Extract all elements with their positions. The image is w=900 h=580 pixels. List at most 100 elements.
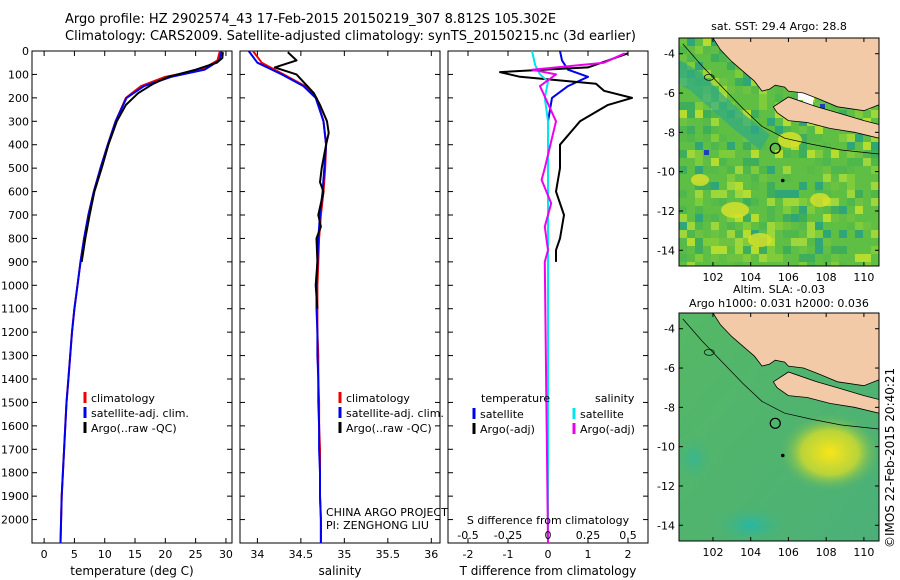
sst-cell: [855, 198, 863, 206]
series-line-2: [80, 52, 224, 263]
y-tick-label: 600: [8, 186, 29, 199]
x-tick-label: 36: [424, 548, 438, 561]
sst-cell: [783, 206, 791, 214]
sst-cell: [775, 254, 783, 262]
sst-cell: [791, 238, 799, 246]
difference-profile-xlabel: T difference from climatology: [459, 564, 637, 578]
sst-cell: [759, 246, 767, 254]
sst-cell: [711, 214, 719, 222]
x-tick-label: 0: [545, 548, 552, 561]
sst-cell: [815, 126, 823, 134]
sst-cell: [695, 102, 703, 110]
y-tick-label: 1600: [1, 420, 29, 433]
sst-cell: [775, 222, 783, 230]
x-tick-label: 35: [337, 548, 351, 561]
y-tick-label: -14: [657, 519, 675, 532]
sst-cell: [735, 190, 743, 198]
sst-cell: [695, 230, 703, 238]
x-tick-label: 104: [740, 546, 761, 559]
header: Argo profile: HZ 2902574_43 17-Feb-2015 …: [0, 0, 660, 50]
sst-cell: [679, 46, 687, 54]
x-tick-label: 110: [853, 271, 874, 284]
sla-map-subtitle: Argo h1000: 0.031 h2000: 0.036: [689, 297, 869, 310]
sst-cell: [735, 246, 743, 254]
sst-cell: [719, 238, 727, 246]
sst-cell: [759, 94, 767, 102]
y-tick-label: 1700: [1, 443, 29, 456]
sst-cell: [711, 182, 719, 190]
sst-cell: [735, 214, 743, 222]
x-tick-label: 106: [778, 271, 799, 284]
sst-cell: [727, 150, 735, 158]
sst-cell: [799, 254, 807, 262]
sst-cell: [807, 222, 815, 230]
sst-cell: [695, 198, 703, 206]
legend-title-temperature: temperature: [481, 392, 550, 405]
sst-cell: [767, 198, 775, 206]
sst-cell: [743, 110, 751, 118]
sst-cell: [807, 166, 815, 174]
sst-cell: [751, 198, 759, 206]
sst-cell: [711, 78, 719, 86]
x-tick-top-label: -0.25: [494, 529, 522, 542]
sst-cell: [743, 78, 751, 86]
sst-cell: [679, 166, 687, 174]
x-tick-top-label: 0.5: [619, 529, 637, 542]
sst-cell: [855, 206, 863, 214]
island-contour: [703, 348, 715, 356]
sst-cell: [687, 262, 695, 266]
sst-cell: [855, 222, 863, 230]
sst-cell: [823, 206, 831, 214]
sst-cell: [679, 134, 687, 142]
sst-cell: [687, 254, 695, 262]
temperature-profile-frame: [31, 50, 233, 544]
series-line-2: [531, 50, 549, 543]
sst-cell: [783, 126, 791, 134]
sst-cell: [871, 158, 879, 166]
sst-cell: [847, 166, 855, 174]
sst-cell: [727, 238, 735, 246]
sst-cell: [831, 182, 839, 190]
sst-cell: [855, 158, 863, 166]
sst-cell: [727, 174, 735, 182]
sst-cell: [711, 222, 719, 230]
sst-cell: [703, 182, 711, 190]
sst-cell: [695, 150, 703, 158]
sst-cell: [743, 86, 751, 94]
y-tick-label: 1300: [1, 350, 29, 363]
sst-cell: [727, 182, 735, 190]
legend-label: Argo(..raw -QC): [91, 422, 177, 435]
sst-cell: [679, 102, 687, 110]
sst-cell: [711, 118, 719, 126]
sst-cell: [679, 190, 687, 198]
sst-cell: [783, 222, 791, 230]
sst-cell: [831, 246, 839, 254]
sst-warm-patch: [778, 132, 802, 148]
sst-cell: [679, 222, 687, 230]
difference-xlabel-top: S difference from climatology: [467, 514, 630, 527]
legend-label: Argo(-adj): [480, 423, 535, 436]
sla-map-title: Altim. SLA: -0.03: [733, 283, 825, 296]
sst-cell: [823, 190, 831, 198]
sst-cell: [711, 38, 719, 46]
salinity-profile-frame: [239, 50, 441, 544]
christmas-island: [780, 453, 785, 458]
sst-cell: [727, 222, 735, 230]
sst-cell: [791, 190, 799, 198]
salinity-profile: 34 34.5 35 35.5 36 salinity: [239, 50, 441, 578]
y-tick-label: -4: [664, 48, 675, 61]
sst-cell: [711, 190, 719, 198]
sst-cell: [823, 230, 831, 238]
series-line-0: [252, 50, 328, 543]
sst-cell: [703, 166, 711, 174]
sst-cell: [799, 206, 807, 214]
sst-cell: [847, 190, 855, 198]
climatology-title: Climatology: CARS2009. Satellite-adjuste…: [65, 29, 636, 44]
island-contour: [703, 73, 715, 81]
bathymetry-contour: [682, 43, 879, 155]
sst-cell: [799, 182, 807, 190]
sst-cell: [687, 150, 695, 158]
sst-cell: [807, 206, 815, 214]
sst-cell: [783, 150, 791, 158]
